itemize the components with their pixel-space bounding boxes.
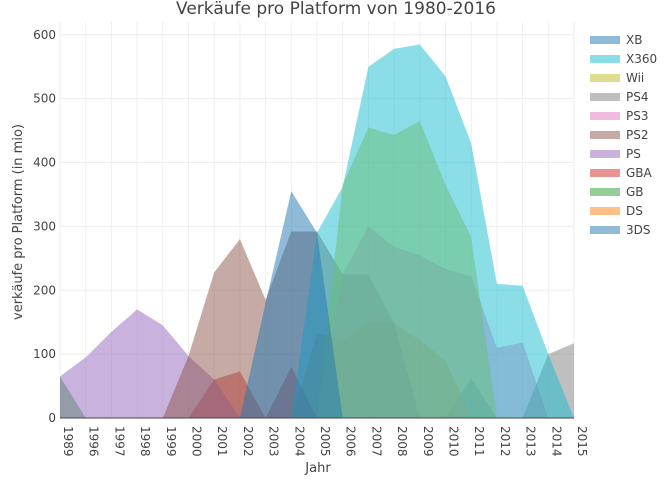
y-axis-title: verkäufe pro Platform (in mio) bbox=[11, 124, 26, 320]
x-tick-label: 2007 bbox=[369, 426, 383, 457]
legend-swatch-gb bbox=[590, 188, 620, 196]
legend-swatch-x360 bbox=[590, 55, 620, 63]
legend: XB X360 Wii PS4 PS3 PS2 PS GBA GB DS 3DS bbox=[590, 33, 657, 237]
legend-swatch-xb bbox=[590, 36, 620, 44]
x-tick-label: 1989 bbox=[61, 426, 75, 457]
chart-title: Verkäufe pro Platform von 1980-2016 bbox=[176, 0, 496, 19]
y-tick-label: 200 bbox=[33, 283, 56, 297]
legend-label-ps[interactable]: PS bbox=[626, 147, 641, 161]
legend-swatch-ps3 bbox=[590, 112, 620, 120]
x-tick-label: 2008 bbox=[395, 426, 409, 457]
y-tick-label: 600 bbox=[33, 28, 56, 42]
y-tick-label: 300 bbox=[33, 219, 56, 233]
x-tick-label: 1998 bbox=[138, 426, 152, 457]
x-tick-label: 2013 bbox=[524, 426, 538, 457]
x-tick-label: 2004 bbox=[292, 426, 306, 457]
legend-swatch-gba bbox=[590, 169, 620, 177]
legend-label-x360[interactable]: X360 bbox=[626, 52, 657, 66]
legend-label-gb[interactable]: GB bbox=[626, 185, 644, 199]
x-tick-label: 2002 bbox=[241, 426, 255, 457]
legend-label-gba[interactable]: GBA bbox=[626, 166, 653, 180]
x-tick-label: 2005 bbox=[318, 426, 332, 457]
legend-label-ds[interactable]: DS bbox=[626, 204, 643, 218]
legend-swatch-ps bbox=[590, 150, 620, 158]
legend-label-ps4[interactable]: PS4 bbox=[626, 90, 649, 104]
x-tick-label: 1999 bbox=[164, 426, 178, 457]
x-tick-label: 2010 bbox=[447, 426, 461, 457]
axes: 0 100 200 300 400 500 600 1989 1996 1997 1998 1999 2… bbox=[33, 28, 589, 457]
legend-swatch-wii bbox=[590, 74, 620, 82]
y-tick-label: 0 bbox=[48, 411, 56, 425]
x-tick-label: 2014 bbox=[549, 426, 563, 457]
legend-swatch-ds bbox=[590, 207, 620, 215]
legend-swatch-3ds bbox=[590, 226, 620, 234]
x-tick-label: 2012 bbox=[498, 426, 512, 457]
y-tick-label: 400 bbox=[33, 156, 56, 170]
x-tick-label: 2006 bbox=[344, 426, 358, 457]
y-tick-label: 500 bbox=[33, 92, 56, 106]
legend-swatch-ps2 bbox=[590, 131, 620, 139]
legend-label-ps2[interactable]: PS2 bbox=[626, 128, 649, 142]
x-tick-label: 2015 bbox=[575, 426, 589, 457]
legend-label-3ds[interactable]: 3DS bbox=[626, 223, 651, 237]
legend-swatch-ps4 bbox=[590, 93, 620, 101]
area-x360[interactable] bbox=[60, 44, 574, 419]
legend-label-wii[interactable]: Wii bbox=[626, 71, 644, 85]
x-tick-label: 1996 bbox=[87, 426, 101, 457]
x-tick-label: 2003 bbox=[267, 426, 281, 457]
legend-label-xb[interactable]: XB bbox=[626, 33, 642, 47]
x-tick-label: 2011 bbox=[472, 426, 486, 457]
x-tick-label: 2009 bbox=[421, 426, 435, 457]
area-series bbox=[60, 44, 574, 419]
x-tick-label: 2000 bbox=[190, 426, 204, 457]
x-axis-title: Jahr bbox=[304, 461, 331, 476]
x-tick-label: 2001 bbox=[215, 426, 229, 457]
y-tick-label: 100 bbox=[33, 347, 56, 361]
legend-label-ps3[interactable]: PS3 bbox=[626, 109, 649, 123]
area-xb[interactable] bbox=[60, 191, 574, 418]
x-tick-label: 1997 bbox=[112, 426, 126, 457]
